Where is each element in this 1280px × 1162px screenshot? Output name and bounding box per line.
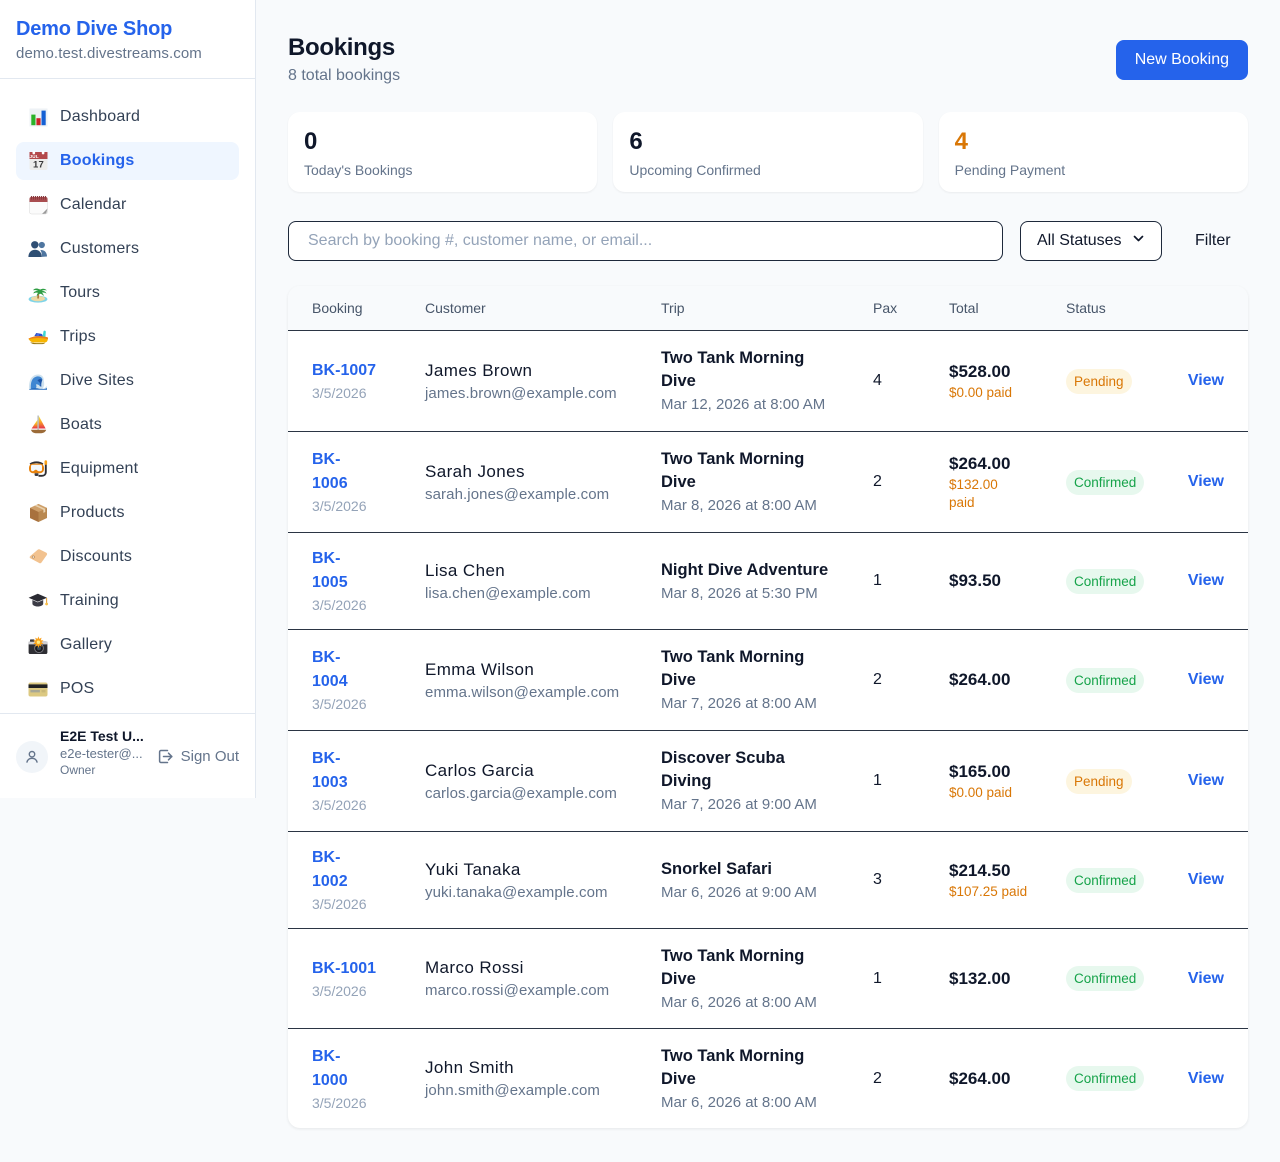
svg-text:17: 17 [33, 160, 44, 171]
svg-text:JUL: JUL [29, 154, 38, 159]
